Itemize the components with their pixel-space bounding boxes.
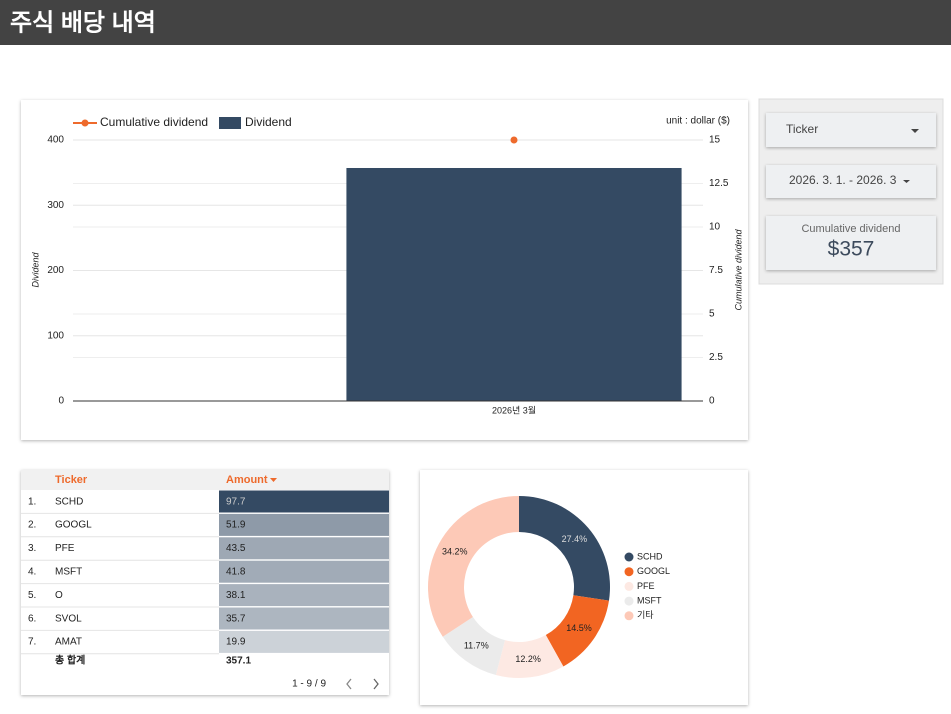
legend-label: 기타 [637,610,654,620]
legend-label: PFE [637,581,655,591]
header-bar [0,0,951,45]
amount-cell: 35.7 [226,613,246,624]
y2-tick-label: 2.5 [709,352,723,363]
row-index: 2. [28,520,36,531]
dropdown-arrow [911,129,919,133]
legend-label: SCHD [637,551,663,561]
amount-heat-cell [219,584,389,607]
table-header-row [21,470,389,490]
donut-slice [427,496,519,637]
y2-tick-label: 7.5 [709,265,723,276]
donut-slice [495,635,564,679]
amount-heat-cell [219,513,389,536]
y2-tick-label: 0 [709,396,715,407]
ticker-dropdown-label: Ticker [786,122,818,136]
ticker-cell: SCHD [55,496,83,507]
ticker-cell: AMAT [55,637,82,648]
slice-label: 27.4% [562,534,588,544]
scorecard [766,216,936,270]
y-tick-label: 300 [47,200,64,211]
ticker-cell: PFE [55,543,75,554]
row-index: 7. [28,637,36,648]
y-tick-label: 100 [47,330,64,341]
y-tick-label: 400 [47,135,64,146]
slice-label: 12.2% [515,654,541,664]
x-tick-label: 2026년 3월 [492,404,536,415]
y2-tick-label: 15 [709,135,721,146]
row-index: 1. [28,496,36,507]
line-point [510,136,518,144]
y2-tick-label: 12.5 [709,178,729,189]
legend-label: Cumulative dividend [100,115,208,129]
slice-label: 14.5% [566,623,592,633]
total-value: 357.1 [226,656,251,667]
amount-cell: 51.9 [226,520,246,531]
pagination: 1 - 9 / 9 [292,679,326,690]
date-range-label: 2026. 3. 1. - 2026. 3 [789,173,897,187]
ticker-cell: O [55,590,63,601]
legend-swatch [219,117,241,129]
legend-marker [624,552,634,562]
amount-heat-cell [219,630,389,653]
bar [346,167,682,401]
y-tick-label: 200 [47,265,64,276]
amount-heat-cell [219,537,389,560]
amount-heat-cell [219,560,389,583]
unit-annotation: unit : dollar ($) [666,116,730,127]
amount-cell: 41.8 [226,567,246,578]
column-header[interactable]: Ticker [55,474,88,486]
sort-arrow [270,478,277,482]
donut-slice [545,595,609,667]
slice-label: 34.2% [442,547,468,557]
ticker-cell: GOOGL [55,520,92,531]
y2-tick-label: 5 [709,309,715,320]
amount-heat-cell [219,490,389,513]
amount-heat-cell [219,607,389,630]
column-header[interactable]: Amount [226,474,268,486]
amount-cell: 43.5 [226,543,246,554]
row-index: 3. [28,543,36,554]
ticker-dropdown[interactable] [766,113,936,147]
amount-cell: 19.9 [226,637,246,648]
prev-page[interactable] [346,678,352,690]
ticker-cell: SVOL [55,613,82,624]
y-tick-label: 0 [58,396,64,407]
y2-tick-label: 10 [709,222,721,233]
amount-cell: 38.1 [226,590,246,601]
legend-marker [81,119,89,127]
legend-label: MSFT [637,595,662,605]
dropdown-arrow [903,180,910,183]
legend-marker [624,596,634,606]
legend-label: Dividend [245,115,292,129]
total-label: 총 합계 [55,654,85,667]
y2-axis-title: Cumulative dividend [733,228,743,310]
donut-slice [519,496,610,601]
donut-slice [442,617,505,675]
row-index: 4. [28,567,36,578]
ticker-cell: MSFT [55,567,82,578]
row-index: 5. [28,590,36,601]
next-page[interactable] [373,678,379,690]
y-axis-title: Dividend [30,252,40,288]
row-index: 6. [28,613,36,624]
scorecard-value: $357 [828,238,875,261]
page-title: 주식 배당 내역 [10,9,156,36]
legend-marker [624,611,634,621]
legend-label: GOOGL [637,566,670,576]
slice-label: 11.7% [464,641,489,651]
scorecard-label: Cumulative dividend [801,223,900,235]
legend-marker [624,567,634,577]
amount-cell: 97.7 [226,496,246,507]
legend-marker [624,581,634,591]
